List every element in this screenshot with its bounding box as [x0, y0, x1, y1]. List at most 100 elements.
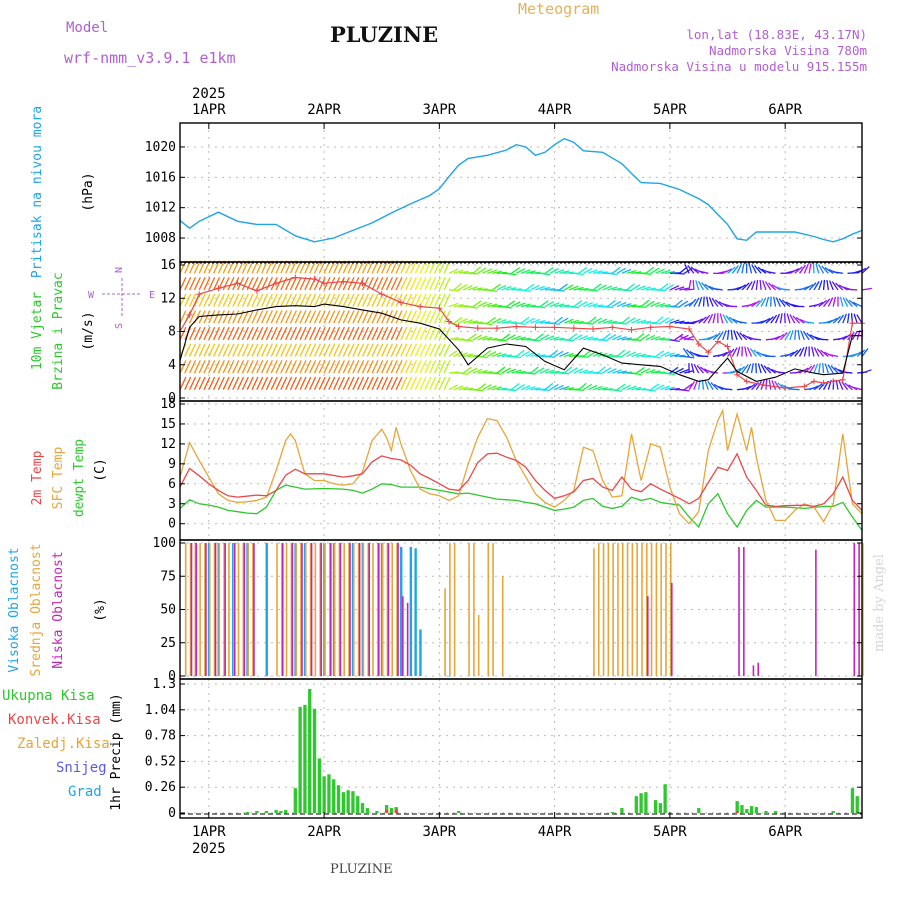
cloud-bar	[368, 543, 371, 676]
wind-barb	[443, 310, 451, 324]
wind-barb	[477, 369, 488, 374]
wind-barb	[813, 301, 824, 308]
wind-barb	[722, 313, 729, 324]
wind-barb	[525, 351, 536, 358]
wind-barb	[299, 343, 307, 357]
wind-barb	[203, 376, 211, 390]
wind-barb	[467, 286, 478, 291]
wind-barb	[208, 310, 216, 324]
cloud-bar	[453, 543, 456, 676]
wind-barb	[728, 316, 738, 324]
wind-barb	[357, 326, 365, 341]
wind-barb	[792, 315, 801, 324]
wind-barb	[217, 326, 225, 341]
wind-barb	[520, 350, 530, 358]
wind-barb	[256, 360, 264, 374]
model-name: wrf-nmm_v3.9.1 e1km	[64, 49, 236, 67]
wind-barb	[246, 376, 254, 390]
wind-barb	[803, 263, 809, 274]
wind-barb	[535, 305, 546, 309]
wind-barb	[289, 310, 297, 324]
wind-barb	[835, 379, 839, 390]
wind-barb	[645, 300, 655, 308]
wind-barb	[294, 360, 302, 374]
wind-barb	[390, 326, 398, 341]
y-tick-label: 1012	[145, 201, 176, 216]
wind-barb	[837, 314, 845, 324]
wind-barb	[429, 326, 437, 341]
wind-barb	[587, 316, 597, 324]
compass-s-label: S	[114, 323, 125, 329]
wind-barb	[275, 360, 283, 374]
wind-barb	[395, 376, 403, 390]
wind-barb	[530, 387, 541, 391]
wind-barb	[352, 276, 360, 291]
wind-barb	[496, 284, 507, 291]
wind-barb	[285, 376, 293, 390]
wind-barb	[640, 320, 652, 324]
y-tick-label: 25	[160, 636, 176, 651]
product-title: Meteogram	[518, 0, 600, 18]
wind-barb	[727, 305, 738, 308]
wind-barb	[583, 349, 592, 357]
wind-barb	[631, 386, 642, 391]
wind-barb	[198, 360, 206, 374]
x-tick-label-top: 5APR	[653, 102, 687, 118]
wind-barb	[708, 297, 714, 307]
wind-barb	[506, 300, 516, 308]
wind-barb	[848, 299, 858, 308]
wind-barb	[812, 263, 815, 274]
cloud-bar	[381, 543, 384, 676]
y-tick-label: 3	[168, 497, 176, 512]
wind-barb	[361, 376, 370, 390]
wind-barb	[695, 280, 700, 291]
wind-barb	[779, 288, 791, 291]
wind-barb	[621, 337, 632, 341]
wind-barb	[414, 376, 422, 390]
wind-barb	[645, 266, 655, 274]
compass-n-label: N	[114, 267, 125, 273]
wind-barb	[759, 279, 762, 291]
compass-e-label: E	[149, 290, 155, 301]
wind-barb	[213, 376, 221, 390]
wind-barb	[554, 337, 565, 341]
cloud-bar	[377, 543, 379, 676]
wind-barb	[376, 376, 384, 390]
cloud-bar	[449, 543, 451, 676]
wind-barb	[395, 326, 403, 341]
wind-barb	[390, 376, 398, 390]
cloud-bar	[333, 543, 336, 676]
wind-barb	[501, 285, 512, 291]
wind-barb	[544, 355, 556, 358]
wind-barb	[803, 346, 808, 357]
wind-barb	[674, 320, 685, 324]
wind-barb	[650, 322, 661, 325]
wind-barb	[482, 384, 492, 391]
cloud-bar	[669, 543, 672, 676]
cloud-bar	[252, 543, 254, 676]
wind-barb	[797, 329, 801, 340]
wind-barb	[693, 297, 700, 307]
wind-barb	[453, 351, 463, 358]
wind-barb	[318, 343, 326, 357]
y-tick-label: 0	[168, 669, 176, 684]
wind-barb	[313, 360, 321, 374]
y-tick-label: 1.04	[145, 703, 176, 718]
wind-barb	[832, 315, 841, 324]
wind-barb	[549, 370, 560, 374]
wind-barb	[208, 343, 216, 357]
wind-barb	[309, 376, 317, 390]
wind-barb	[203, 360, 211, 374]
wind-gust-marker	[810, 378, 817, 385]
wind-barb	[698, 316, 707, 324]
cloud-bar	[343, 543, 345, 676]
wind-barb	[511, 355, 522, 359]
wind-barb	[409, 376, 418, 390]
wind-barb	[409, 310, 418, 324]
wind-barb	[352, 376, 360, 390]
wind-barb	[433, 293, 442, 307]
precip-bar	[255, 811, 259, 813]
wind-barb	[381, 276, 389, 291]
wind-barb	[285, 293, 293, 307]
wind-barb	[612, 287, 623, 291]
